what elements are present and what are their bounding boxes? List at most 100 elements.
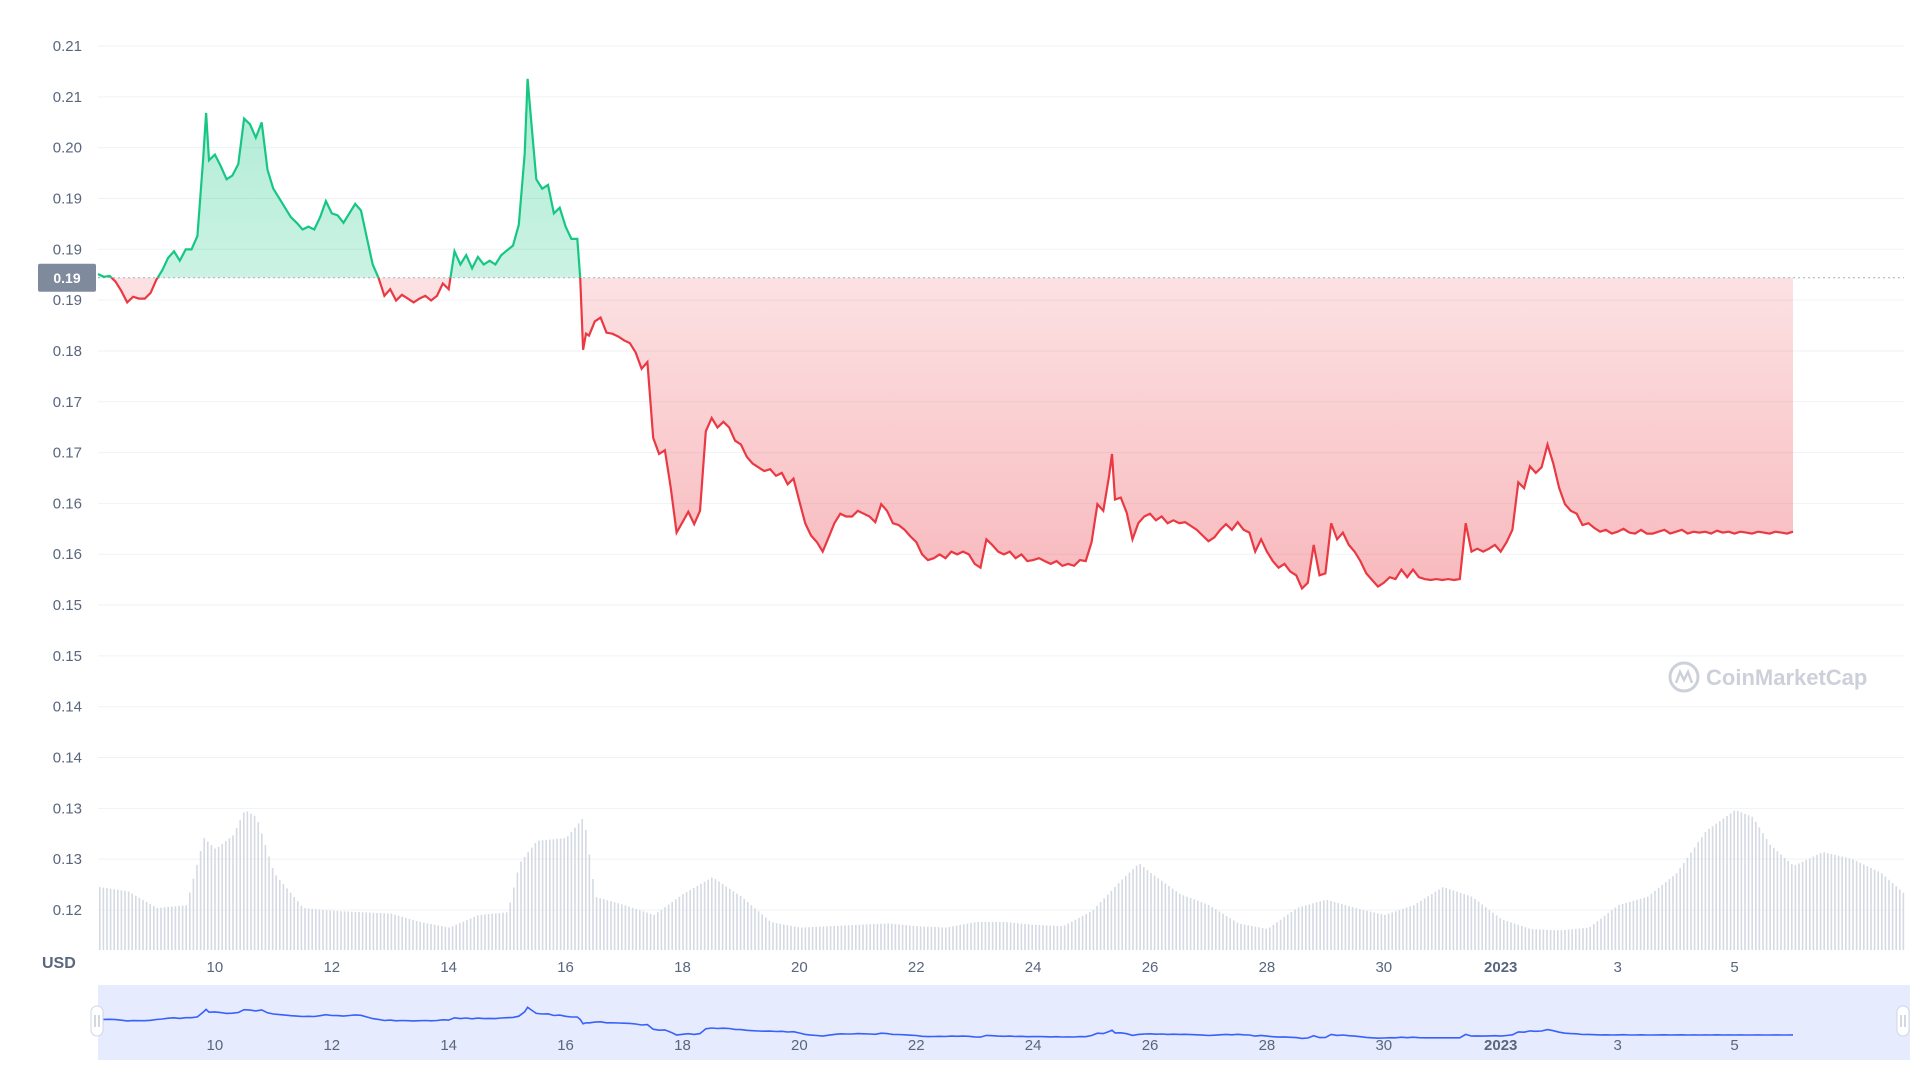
x-tick-label: 12 — [323, 959, 340, 976]
volume-bar — [217, 846, 220, 950]
navigator-tick-label: 24 — [1025, 1037, 1042, 1054]
volume-bar — [286, 888, 288, 950]
volume-bar — [1639, 898, 1642, 950]
navigator-tick-label: 16 — [557, 1037, 574, 1054]
volume-bar — [1693, 847, 1696, 950]
volume-bar — [703, 881, 706, 950]
volume-bar — [1344, 905, 1347, 950]
volume-bar — [235, 827, 238, 950]
volume-bar — [1427, 896, 1429, 950]
volume-bar — [304, 908, 306, 950]
volume-bar — [711, 877, 713, 950]
volume-bar — [538, 840, 540, 950]
volume-bar — [1827, 853, 1829, 950]
volume-bars — [99, 810, 1905, 950]
volume-bar — [1207, 904, 1210, 950]
volume-bar — [840, 925, 843, 950]
volume-bar — [1711, 826, 1714, 950]
volume-bar — [894, 924, 897, 950]
volume-bar — [282, 884, 285, 950]
volume-bar — [181, 905, 184, 950]
volume-bar — [102, 887, 105, 950]
volume-bar — [1409, 906, 1411, 950]
y-tick-label: 0.17 — [53, 445, 82, 462]
volume-bar — [1099, 902, 1102, 950]
volume-bar — [1117, 883, 1120, 950]
volume-bar — [149, 903, 151, 950]
volume-bar — [1161, 880, 1163, 950]
volume-bar — [1287, 914, 1289, 950]
volume-bar — [804, 927, 807, 950]
volume-bar — [1171, 888, 1174, 950]
volume-bar — [1657, 887, 1660, 950]
volume-bar — [1697, 842, 1699, 950]
volume-bar — [934, 927, 936, 950]
volume-bar — [160, 907, 162, 950]
volume-bar — [801, 927, 803, 950]
volume-bar — [725, 886, 727, 950]
volume-bar — [250, 813, 252, 950]
volume-bar — [1114, 886, 1116, 950]
volume-bar — [1006, 922, 1008, 950]
volume-bar — [1542, 929, 1545, 950]
volume-bar — [509, 902, 511, 950]
navigator-left-handle[interactable] — [90, 1005, 104, 1037]
volume-bar — [253, 815, 256, 950]
volume-bar — [376, 912, 378, 950]
volume-bar — [1506, 921, 1509, 950]
volume-bar — [109, 888, 112, 950]
volume-bar — [833, 925, 835, 950]
coinmarketcap-watermark: CoinMarketCap — [1668, 661, 1867, 693]
volume-bar — [1805, 860, 1807, 950]
volume-bar — [1625, 902, 1627, 950]
volume-bar — [1020, 923, 1023, 950]
volume-bar — [1067, 923, 1069, 950]
volume-bar — [293, 897, 295, 950]
volume-bar — [729, 888, 731, 950]
volume-bar — [390, 913, 393, 950]
volume-bar — [811, 927, 814, 950]
volume-bar — [862, 924, 864, 950]
volume-bar — [696, 885, 699, 950]
volume-bar — [1492, 912, 1494, 950]
volume-bar — [333, 910, 335, 950]
volume-bar — [1740, 812, 1743, 950]
reference-price-label: 0.19 — [38, 263, 96, 292]
x-tick-label: 24 — [1025, 959, 1042, 976]
volume-bar — [1308, 904, 1311, 950]
y-tick-label: 0.21 — [53, 38, 82, 55]
volume-bar — [1895, 886, 1897, 950]
volume-bar — [318, 909, 321, 950]
volume-bar — [257, 822, 259, 950]
y-tick-label: 0.15 — [53, 597, 82, 614]
volume-bar — [279, 879, 281, 950]
volume-bar — [487, 914, 490, 950]
volume-bar — [1596, 921, 1599, 950]
volume-bar — [1355, 908, 1357, 950]
volume-bar — [534, 843, 537, 950]
volume-bar — [1045, 925, 1048, 950]
volume-bar — [1200, 902, 1203, 950]
navigator-right-handle[interactable] — [1896, 1005, 1910, 1037]
volume-bar — [1773, 848, 1775, 950]
volume-bar — [682, 894, 684, 950]
volume-bar — [397, 915, 400, 950]
navigator-tick-label: 26 — [1142, 1037, 1159, 1054]
volume-bar — [275, 875, 277, 950]
volume-bar — [1373, 912, 1375, 950]
volume-bar — [1366, 910, 1368, 950]
volume-bar — [1229, 918, 1231, 950]
volume-bar — [307, 908, 310, 950]
volume-bar — [523, 856, 526, 950]
volume-bar — [873, 924, 875, 950]
volume-bar — [955, 925, 958, 950]
volume-bar — [498, 913, 501, 950]
volume-bar — [1708, 828, 1710, 950]
navigator-selection[interactable] — [98, 985, 1910, 1060]
volume-bar — [721, 883, 724, 950]
volume-bar — [844, 925, 846, 950]
volume-bar — [754, 908, 756, 950]
range-navigator[interactable]: 10 12 14 16 18 20 22 24 26 28 30 2023 3 5 — [90, 985, 1910, 1060]
volume-bar — [952, 926, 954, 950]
